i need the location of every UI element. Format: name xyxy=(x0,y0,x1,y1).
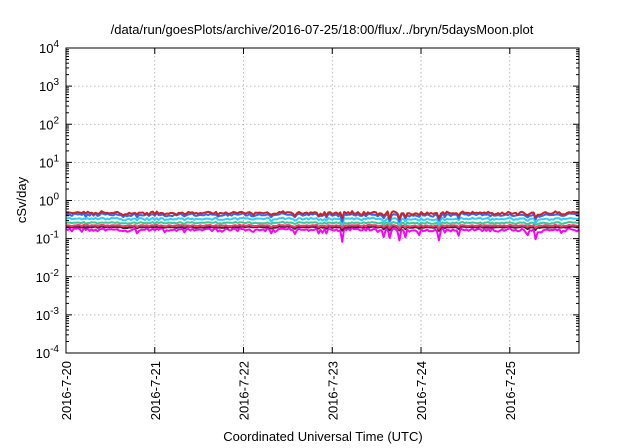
y-tick-exponent: 1 xyxy=(53,153,59,164)
series-line xyxy=(65,220,580,227)
y-tick-exponent: -1 xyxy=(50,230,59,241)
y-tick-exponent: -4 xyxy=(50,344,59,355)
series-line xyxy=(65,210,580,220)
x-tick-label: 2016-7-23 xyxy=(325,361,340,420)
y-tick-exponent: 4 xyxy=(53,39,59,50)
series-lines xyxy=(65,210,580,243)
axis-ticks xyxy=(65,47,579,354)
series-line xyxy=(65,216,580,226)
y-tick-label: 10-1 xyxy=(36,230,60,247)
y-tick-label: 104 xyxy=(39,39,59,56)
x-tick-label: 2016-7-22 xyxy=(237,361,252,420)
x-tick-labels: 2016-7-20 2016-7-21 2016-7-22 2016-7-23 2016… xyxy=(59,361,518,420)
grid xyxy=(66,48,579,353)
x-tick-label: 2016-7-21 xyxy=(148,361,163,420)
y-tick-label: 101 xyxy=(39,153,59,170)
y-tick-exponent: -2 xyxy=(50,268,59,279)
y-tick-exponent: 2 xyxy=(53,115,59,126)
series-line xyxy=(65,225,580,232)
series-line xyxy=(65,226,580,243)
series-line xyxy=(65,223,580,230)
x-tick-label: 2016-7-25 xyxy=(503,361,518,420)
y-tick-label: 10-4 xyxy=(36,344,60,361)
y-tick-label: 10-3 xyxy=(36,306,60,323)
x-tick-label: 2016-7-20 xyxy=(59,361,74,420)
y-tick-label: 102 xyxy=(39,115,59,132)
y-tick-exponent: 3 xyxy=(53,77,59,88)
y-axis-label: cSv/day xyxy=(14,176,29,223)
y-tick-label: 10-2 xyxy=(36,268,60,285)
y-tick-exponent: 0 xyxy=(53,192,59,203)
x-tick-label: 2016-7-24 xyxy=(414,361,429,420)
y-tick-label: 100 xyxy=(39,192,59,209)
x-axis-label: Coordinated Universal Time (UTC) xyxy=(223,429,422,444)
y-tick-label: 103 xyxy=(39,77,59,94)
y-tick-exponent: -3 xyxy=(50,306,59,317)
chart-title: /data/run/goesPlots/archive/2016-07-25/1… xyxy=(111,22,534,37)
